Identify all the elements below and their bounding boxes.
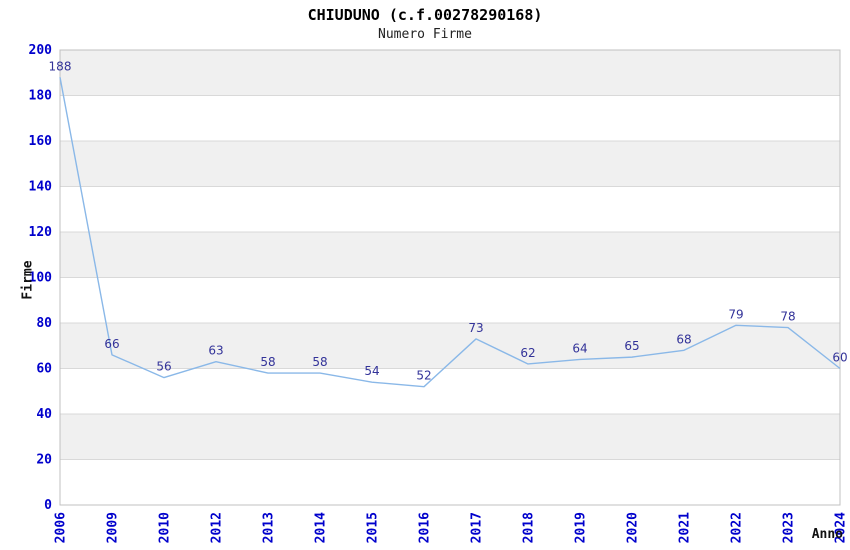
plot-border bbox=[59, 49, 841, 506]
data-point-label: 66 bbox=[104, 337, 119, 351]
data-point-label: 188 bbox=[49, 59, 72, 73]
y-tick-label: 140 bbox=[29, 180, 53, 195]
x-tick-label: 2022 bbox=[730, 512, 745, 543]
data-point-label: 63 bbox=[208, 344, 223, 358]
x-tick-label: 2014 bbox=[314, 512, 329, 543]
x-tick-label: 2006 bbox=[54, 512, 69, 543]
x-tick-label: 2023 bbox=[782, 512, 797, 543]
data-line bbox=[59, 77, 841, 388]
x-tick-label: 2010 bbox=[158, 512, 173, 543]
data-point-label: 78 bbox=[780, 310, 795, 324]
y-axis-title: Firme bbox=[20, 260, 36, 300]
data-point-label: 68 bbox=[676, 332, 691, 346]
data-point-label: 64 bbox=[572, 341, 587, 355]
data-point-label: 52 bbox=[416, 369, 431, 383]
x-tick-label: 2012 bbox=[210, 512, 225, 543]
data-point-label: 58 bbox=[312, 355, 327, 369]
x-tick-label: 2017 bbox=[470, 512, 485, 543]
plot-band bbox=[60, 50, 840, 96]
y-tick-label: 100 bbox=[29, 271, 53, 286]
data-point-label: 62 bbox=[520, 346, 535, 360]
data-point-label: 79 bbox=[728, 307, 743, 321]
data-point-label: 65 bbox=[624, 339, 639, 353]
data-point-label: 54 bbox=[364, 364, 379, 378]
y-tick-label: 20 bbox=[36, 453, 52, 468]
x-tick-label: 2015 bbox=[366, 512, 381, 543]
x-tick-label: 2009 bbox=[106, 512, 121, 543]
y-tick-label: 180 bbox=[29, 89, 53, 104]
y-tick-label: 200 bbox=[29, 43, 53, 58]
chart-subtitle: Numero Firme bbox=[378, 27, 472, 42]
data-point-label: 73 bbox=[468, 321, 483, 335]
plot-band bbox=[60, 141, 840, 187]
data-point-label: 56 bbox=[156, 360, 171, 374]
x-tick-label: 2018 bbox=[522, 512, 537, 543]
x-tick-label: 2024 bbox=[834, 512, 849, 543]
x-tick-label: 2016 bbox=[418, 512, 433, 543]
plot-band bbox=[60, 414, 840, 460]
x-tick-label: 2013 bbox=[262, 512, 277, 543]
x-tick-label: 2020 bbox=[626, 512, 641, 543]
x-axis-title: Anno bbox=[811, 527, 843, 542]
y-tick-label: 60 bbox=[36, 362, 52, 377]
data-point-label: 58 bbox=[260, 355, 275, 369]
chart-title: CHIUDUNO (c.f.00278290168) bbox=[307, 6, 543, 24]
plot-band bbox=[60, 232, 840, 278]
y-tick-label: 80 bbox=[36, 316, 52, 331]
data-point-label: 60 bbox=[832, 351, 847, 365]
y-tick-label: 160 bbox=[29, 134, 53, 149]
plot-band bbox=[60, 323, 840, 369]
y-tick-label: 120 bbox=[29, 225, 53, 240]
y-tick-label: 0 bbox=[44, 498, 52, 513]
y-tick-label: 40 bbox=[36, 407, 52, 422]
x-tick-label: 2019 bbox=[574, 512, 589, 543]
x-tick-label: 2021 bbox=[678, 512, 693, 543]
